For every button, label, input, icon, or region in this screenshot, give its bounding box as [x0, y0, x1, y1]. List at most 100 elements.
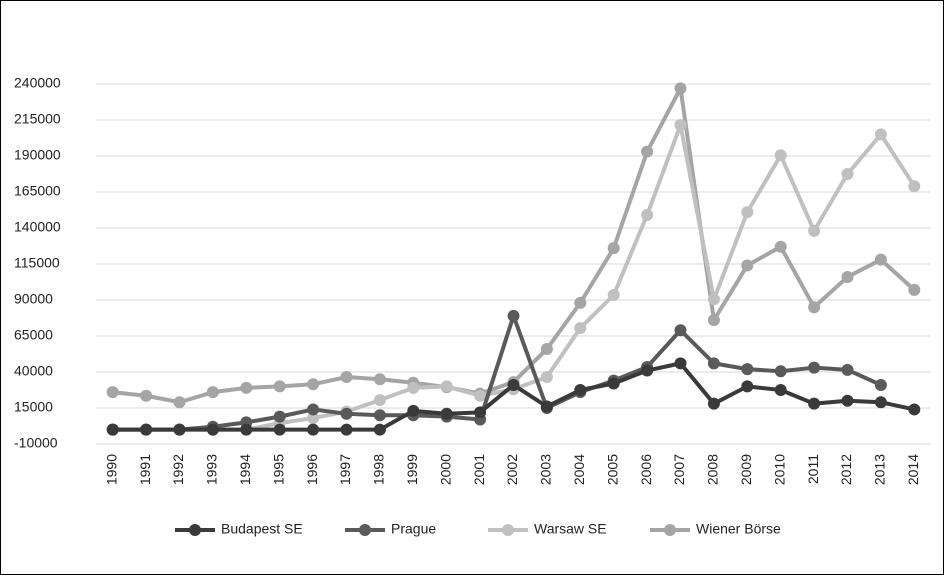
x-tick-label: 1992 [170, 454, 186, 485]
x-tick-label: 2013 [872, 454, 888, 485]
point [106, 423, 119, 436]
point [574, 384, 587, 396]
point [707, 357, 720, 370]
point [340, 371, 353, 384]
point [908, 180, 921, 193]
y-tick-label: 190000 [14, 147, 61, 163]
point [307, 412, 320, 425]
x-tick-label: 2000 [437, 454, 453, 485]
y-tick-label: 90000 [14, 291, 53, 307]
point [808, 301, 821, 314]
point [407, 404, 420, 417]
point [307, 378, 320, 391]
x-tick-label: 1999 [404, 454, 420, 485]
point [841, 394, 854, 407]
point [774, 365, 787, 378]
point [474, 406, 487, 419]
legend-label: Wiener Börse [696, 521, 781, 537]
point [340, 407, 353, 420]
x-tick-label: 2011 [805, 454, 821, 484]
x-tick-label: 2003 [538, 454, 554, 485]
point [841, 363, 854, 376]
point [741, 380, 754, 393]
x-tick-label: 1993 [204, 454, 220, 485]
point [908, 283, 921, 296]
point [440, 407, 453, 420]
y-tick-label: 65000 [14, 327, 53, 343]
legend-marker [502, 524, 514, 536]
point [741, 363, 754, 376]
point [674, 324, 687, 337]
point [140, 423, 153, 436]
point [774, 240, 787, 253]
x-tick-label: 1995 [270, 454, 286, 485]
legend-marker [189, 524, 201, 536]
series [106, 357, 921, 436]
point [373, 373, 386, 386]
point [674, 119, 687, 132]
y-tick-label: 140000 [14, 219, 61, 235]
point [841, 270, 854, 283]
x-tick-label: 1991 [137, 454, 153, 485]
x-tick-label: 1996 [304, 454, 320, 485]
point [908, 403, 921, 416]
point [808, 397, 821, 410]
point [540, 342, 553, 355]
x-tick-label: 2007 [671, 454, 687, 485]
x-tick-label: 2014 [905, 454, 921, 485]
point [607, 377, 620, 390]
point [273, 410, 286, 423]
x-tick-label: 2002 [504, 454, 520, 485]
y-tick-label: 15000 [14, 399, 53, 415]
point [173, 396, 186, 409]
x-tick-label: 2005 [604, 454, 620, 485]
point [440, 380, 453, 393]
point [874, 396, 887, 409]
point [874, 253, 887, 266]
point [373, 423, 386, 436]
point [607, 288, 620, 301]
point [507, 378, 520, 391]
y-tick-label: 165000 [14, 183, 61, 199]
y-tick-label: -10000 [14, 435, 58, 451]
legend-marker [359, 524, 371, 536]
point [874, 378, 887, 391]
point [674, 357, 687, 370]
x-tick-label: 2008 [705, 454, 721, 485]
legend-label: Budapest SE [221, 521, 303, 537]
y-tick-label: 115000 [14, 255, 60, 271]
legend-label: Prague [391, 521, 436, 537]
x-tick-label: 1990 [103, 454, 119, 485]
point [373, 394, 386, 407]
y-tick-label: 40000 [14, 363, 53, 379]
x-tick-label: 2009 [738, 454, 754, 485]
point [841, 168, 854, 180]
x-tick-label: 2006 [638, 454, 654, 485]
point [307, 423, 320, 436]
y-tick-label: 240000 [14, 75, 61, 91]
point [173, 423, 186, 436]
point [641, 364, 654, 377]
point [874, 128, 887, 141]
point [741, 259, 754, 272]
x-tick-label: 2012 [838, 454, 854, 485]
x-tick-label: 1997 [337, 454, 353, 485]
point [106, 386, 119, 399]
point [373, 409, 386, 422]
point [206, 423, 219, 436]
point [741, 206, 754, 219]
point [540, 371, 553, 384]
y-tick-label: 215000 [14, 111, 61, 127]
point [407, 381, 420, 394]
point [808, 224, 821, 237]
point [240, 381, 253, 394]
point [607, 242, 620, 255]
x-tick-label: 2010 [771, 454, 787, 485]
point [507, 309, 520, 322]
point [641, 209, 654, 222]
x-tick-label: 2001 [471, 454, 487, 485]
point [641, 145, 654, 158]
x-tick-label: 2004 [571, 454, 587, 485]
